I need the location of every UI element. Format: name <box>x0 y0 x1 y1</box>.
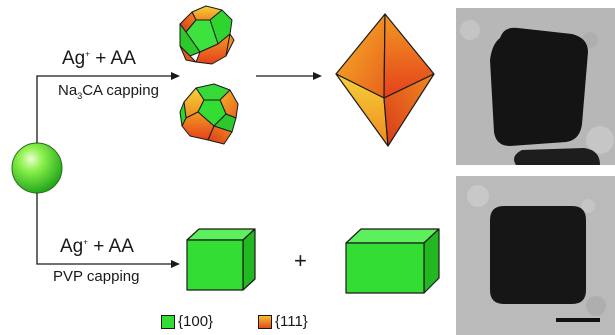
octahedron-shape <box>335 13 435 147</box>
bottom-branch-line <box>36 193 176 265</box>
octahedron-arrowhead <box>313 72 322 80</box>
legend-swatch-111 <box>258 315 272 329</box>
cuboctahedron-shape <box>179 83 239 145</box>
bottom-reagent-label: Ag+ + AA <box>60 236 134 257</box>
cube-shape-large <box>345 228 440 294</box>
top-branch-line <box>36 75 176 143</box>
top-arrowhead <box>171 72 180 80</box>
tem-image-cube <box>456 176 615 335</box>
seed-sphere <box>11 142 63 194</box>
top-reagent-label: Ag+ + AA <box>62 48 136 69</box>
scale-bar <box>556 318 600 322</box>
plus-sign: + <box>294 248 307 273</box>
top-capping-label: Na3CA capping <box>58 82 159 101</box>
bottom-arrowhead <box>171 260 180 268</box>
tem-image-octahedron <box>456 8 615 165</box>
bottom-capping-label: PVP capping <box>53 268 140 285</box>
cube-shape-small <box>186 228 256 291</box>
truncated-cube-shape <box>179 5 235 65</box>
legend-label-100: {100} <box>178 313 214 330</box>
legend-label-111: {111} <box>275 313 308 330</box>
legend-swatch-100 <box>161 315 175 329</box>
branch-arrows <box>36 75 316 265</box>
